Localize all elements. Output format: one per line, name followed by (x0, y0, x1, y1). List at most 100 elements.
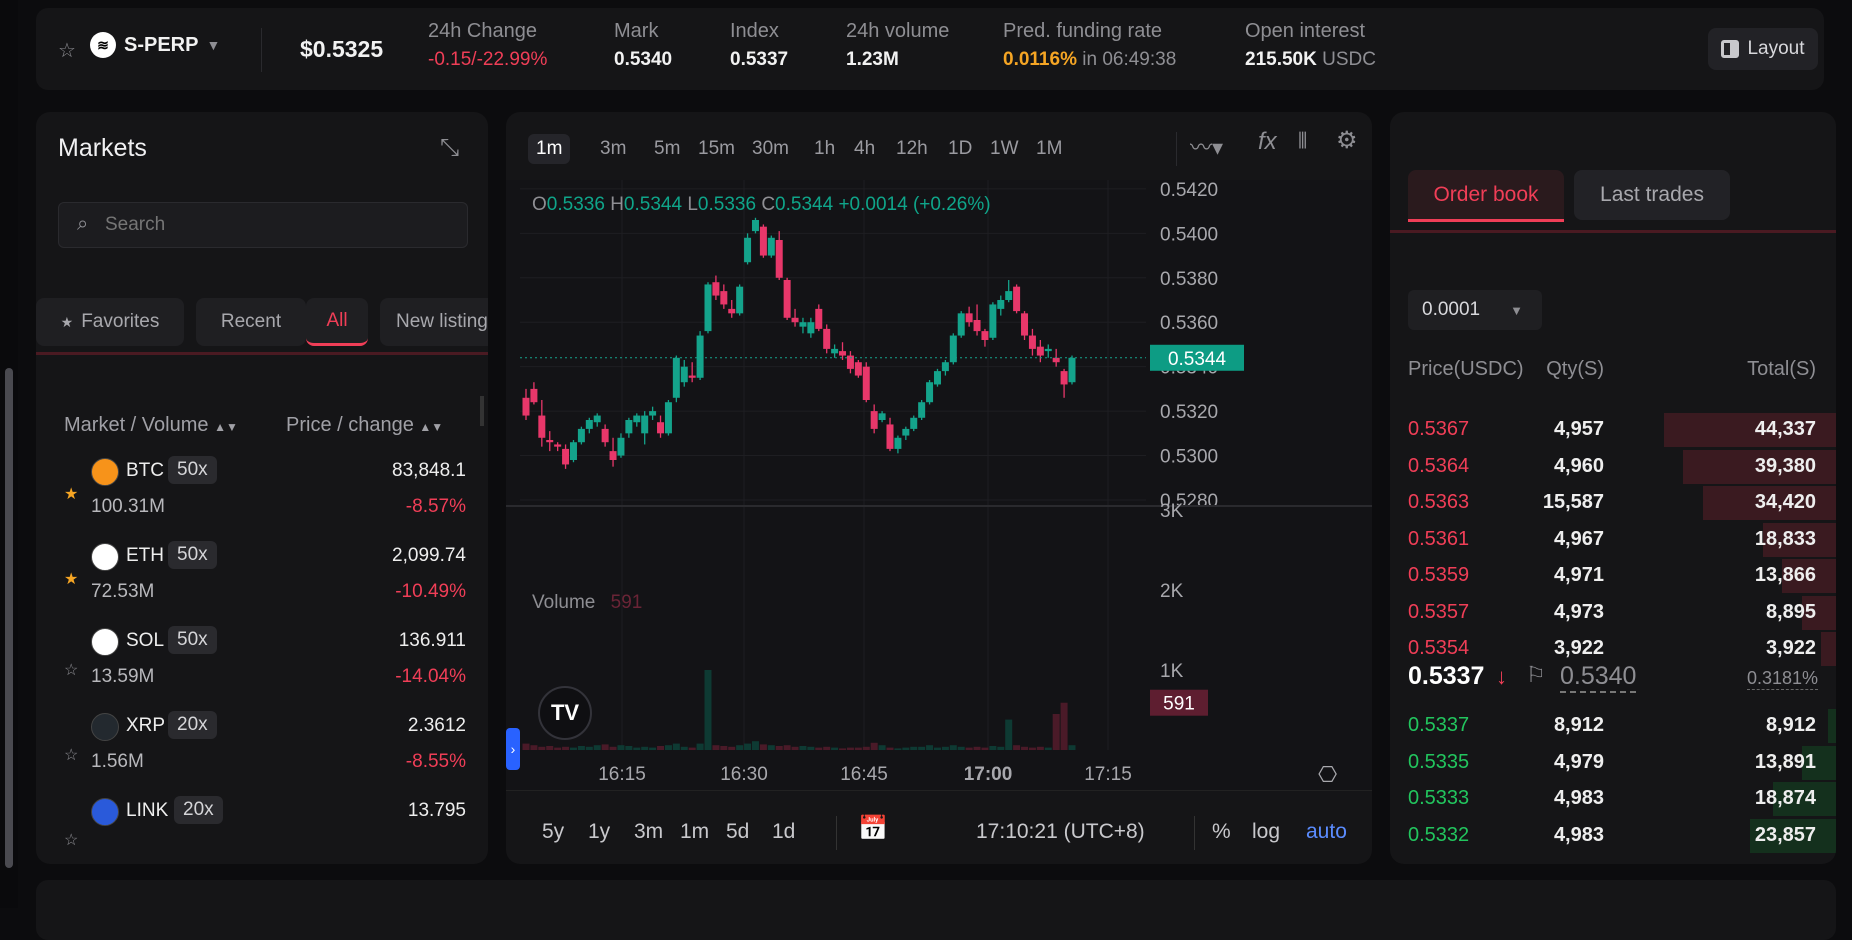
interval-12h[interactable]: 12h (896, 138, 928, 159)
range-1m[interactable]: 1m (680, 820, 710, 843)
tab-favorites[interactable]: ★ Favorites (36, 298, 184, 346)
interval-4h[interactable]: 4h (854, 138, 876, 159)
mark-price[interactable]: 0.5340 (1560, 662, 1637, 693)
price-chart[interactable]: 0.54200.54000.53800.53600.53400.53200.53… (506, 180, 1372, 790)
ob-tab-last-trades[interactable]: Last trades (1574, 170, 1730, 220)
range-1y[interactable]: 1y (588, 820, 611, 843)
interval-5m[interactable]: 5m (654, 138, 681, 159)
candle-body (680, 366, 688, 383)
tab-all[interactable]: All (306, 298, 368, 346)
candle-body (633, 415, 641, 423)
chart-type-icon[interactable]: 〰▾ (1190, 135, 1224, 160)
candle-body (728, 308, 736, 314)
ask-row[interactable]: 0.5359 4,971 13,866 (1390, 558, 1836, 594)
change-value: +0.0014 (+0.26%) (838, 194, 991, 215)
ask-row[interactable]: 0.5367 4,957 44,337 (1390, 412, 1836, 448)
search-input[interactable] (105, 211, 445, 239)
interval-1M[interactable]: 1M (1036, 138, 1063, 159)
volume-bar (720, 746, 728, 750)
interval-1D[interactable]: 1D (948, 138, 973, 159)
sidebar-scrollbar[interactable] (5, 368, 13, 868)
range-1d[interactable]: 1d (772, 820, 796, 843)
interval-1h[interactable]: 1h (814, 138, 836, 159)
star-outline-icon[interactable]: ☆ (64, 662, 79, 679)
log-toggle[interactable]: log (1252, 820, 1281, 843)
candle-body (704, 284, 712, 332)
volume-bar (1005, 719, 1013, 750)
auto-toggle[interactable]: auto (1306, 820, 1347, 843)
star-filled-icon[interactable]: ★ (64, 571, 79, 588)
mid-price: 0.5337 (1408, 662, 1485, 690)
star-outline-icon[interactable]: ☆ (64, 832, 79, 849)
market-row[interactable]: ★ BTC 50x 100.31M 83,848.1 -8.57% (36, 454, 466, 539)
time-tick: 16:45 (840, 764, 888, 785)
market-price: 2.3612 (407, 715, 466, 736)
interval-15m[interactable]: 15m (698, 138, 735, 159)
tab-recent[interactable]: Recent (196, 298, 306, 346)
market-row[interactable]: ☆ LINK 20x 13.795 (36, 794, 466, 864)
tradingview-logo-icon[interactable]: TV (538, 686, 592, 740)
candle-body (554, 444, 562, 447)
volume-bar (569, 747, 577, 750)
volume-bar (1028, 747, 1036, 750)
indicators-icon[interactable]: fx (1258, 128, 1277, 155)
ask-row[interactable]: 0.5363 15,587 34,420 (1390, 485, 1836, 521)
star-filled-icon[interactable]: ★ (64, 486, 79, 503)
interval-1m[interactable]: 1m (528, 134, 571, 164)
range-5y[interactable]: 5y (542, 820, 565, 843)
range-3m[interactable]: 3m (634, 820, 664, 843)
range-5d[interactable]: 5d (726, 820, 750, 843)
chevron-down-icon: ▼ (206, 37, 221, 53)
favorite-star-icon[interactable]: ☆ (58, 40, 76, 62)
volume-bar (933, 747, 941, 750)
bid-row[interactable]: 0.5332 4,983 23,857 (1390, 818, 1836, 854)
header-price-change[interactable]: Price / change ▲▼ (286, 414, 443, 437)
market-list-scrollbar[interactable] (480, 396, 484, 426)
ask-row[interactable]: 0.5361 4,967 18,833 (1390, 522, 1836, 558)
candle-body (759, 226, 767, 256)
bid-row[interactable]: 0.5333 4,983 18,874 (1390, 781, 1836, 817)
depth-bar (1827, 709, 1836, 743)
percent-toggle[interactable]: % (1212, 820, 1231, 843)
tab-new-listing[interactable]: New listing (380, 298, 488, 346)
volume-bar (633, 747, 641, 750)
header-market-volume[interactable]: Market / Volume ▲▼ (64, 414, 238, 437)
last-price-tag (1150, 344, 1244, 371)
market-row[interactable]: ☆ SOL 50x 13.59M 136.911 -14.04% (36, 624, 466, 709)
layout-button[interactable]: Layout (1708, 28, 1818, 70)
volume-bar (767, 745, 775, 750)
tick-size-select[interactable]: 0.0001 ▼ (1408, 290, 1542, 330)
sort-icon: ▲▼ (214, 420, 238, 434)
volume-bar (918, 746, 926, 750)
volume-label: Volume (532, 592, 596, 613)
settings-icon[interactable]: ⚙ (1336, 127, 1358, 154)
market-row[interactable]: ★ ETH 50x 72.53M 2,099.74 -10.49% (36, 539, 466, 624)
mid-price-row: 0.5337 ↓ ⚐ 0.5340 0.3181% (1408, 662, 1818, 698)
interval-3m[interactable]: 3m (600, 138, 627, 159)
candles-icon[interactable]: ⫴ (1298, 128, 1308, 153)
time-tick: 16:15 (598, 764, 646, 785)
candle-body (941, 362, 949, 372)
market-symbol: ETH (126, 545, 164, 566)
ob-tab-orderbook[interactable]: Order book (1408, 170, 1564, 222)
interval-30m[interactable]: 30m (752, 138, 789, 159)
bid-row[interactable]: 0.5335 4,979 13,891 (1390, 745, 1836, 781)
collapse-icon[interactable]: ⤡ (440, 134, 460, 161)
bid-row[interactable]: 0.5337 8,912 8,912 (1390, 708, 1836, 744)
candle-body (664, 402, 672, 434)
volume-bar (973, 746, 981, 750)
date-range-icon[interactable]: 📅 (858, 815, 888, 842)
volume-bar (625, 746, 633, 750)
left-drawer-handle[interactable]: › (506, 728, 520, 770)
ask-row[interactable]: 0.5354 3,922 3,922 (1390, 631, 1836, 667)
ask-row[interactable]: 0.5357 4,973 8,895 (1390, 595, 1836, 631)
market-change: -8.55% (405, 751, 466, 772)
candle-body (562, 448, 570, 465)
symbol-selector[interactable]: ≋ S-PERP ▼ (90, 32, 220, 58)
ask-row[interactable]: 0.5364 4,960 39,380 (1390, 449, 1836, 485)
interval-1W[interactable]: 1W (990, 138, 1019, 159)
market-search[interactable]: ⌕ (58, 202, 468, 248)
chart-area[interactable]: 0.54200.54000.53800.53600.53400.53200.53… (506, 180, 1372, 790)
market-row[interactable]: ☆ XRP 20x 1.56M 2.3612 -8.55% (36, 709, 466, 794)
star-outline-icon[interactable]: ☆ (64, 747, 79, 764)
